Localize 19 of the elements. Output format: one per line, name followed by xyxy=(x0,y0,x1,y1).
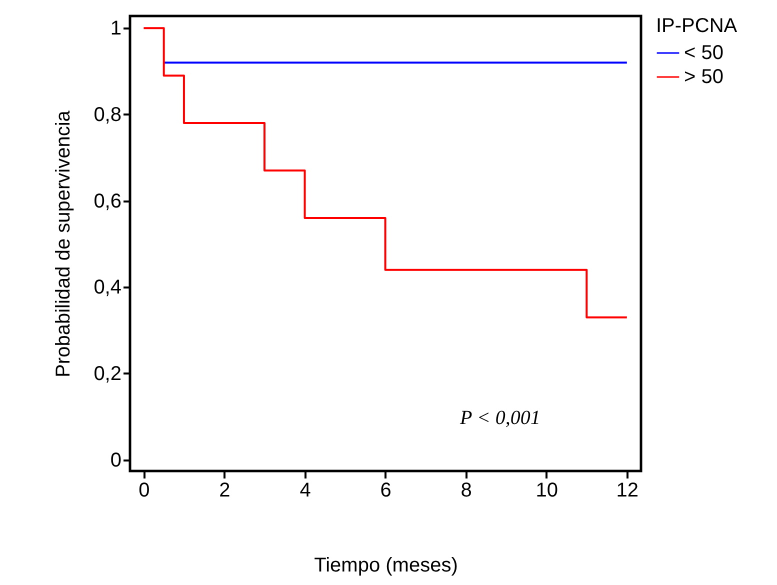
x-tick-label: 2 xyxy=(219,480,230,502)
y-axis-title: Probabilidad de supervivencia xyxy=(52,110,75,378)
legend-label: > 50 xyxy=(684,66,724,88)
y-tick-label: 0 xyxy=(110,449,122,472)
y-tick-label: 0,6 xyxy=(94,190,122,212)
x-tick-label: 12 xyxy=(616,480,639,502)
x-tick-label: 4 xyxy=(300,480,311,502)
y-tick-label: 0,8 xyxy=(94,104,122,126)
y-tick-label: 0,4 xyxy=(94,276,122,299)
legend-title: IP-PCNA xyxy=(656,15,738,37)
x-tick-label: 10 xyxy=(536,480,558,502)
x-axis-title: Tiempo (meses) xyxy=(314,554,458,576)
x-tick-label: 6 xyxy=(380,480,392,502)
annotation: P < 0,001 xyxy=(459,407,540,429)
x-tick-label: 0 xyxy=(138,480,150,502)
legend-label: < 50 xyxy=(684,42,724,64)
y-tick-label: 0,2 xyxy=(94,362,122,385)
y-tick-label: 1 xyxy=(110,18,122,40)
x-tick-label: 8 xyxy=(460,480,472,502)
